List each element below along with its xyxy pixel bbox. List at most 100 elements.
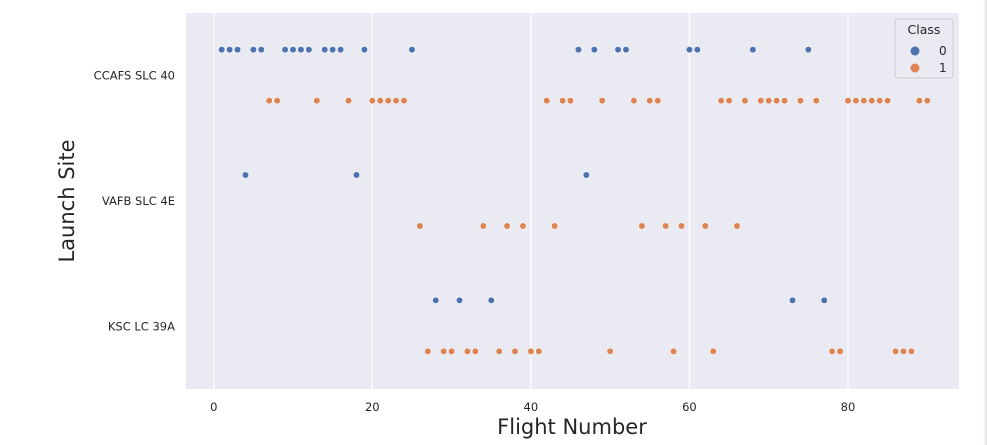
point-class-0-flight-75 xyxy=(804,46,812,54)
point-class-0-flight-9 xyxy=(281,46,289,54)
point-class-1-flight-29 xyxy=(440,347,448,355)
data-points xyxy=(218,46,931,355)
point-class-1-flight-44 xyxy=(559,97,567,105)
point-class-0-flight-19 xyxy=(360,46,368,54)
point-class-1-flight-30 xyxy=(448,347,456,355)
y-tick-label-3: KSC LC 39A xyxy=(108,319,175,333)
legend-label-class-0: 0 xyxy=(939,44,947,58)
point-class-0-flight-31 xyxy=(456,296,463,304)
point-class-0-flight-11 xyxy=(297,46,305,54)
point-class-1-flight-87 xyxy=(900,347,907,355)
point-class-1-flight-85 xyxy=(884,97,892,105)
point-class-1-flight-53 xyxy=(630,97,638,105)
point-class-0-flight-3 xyxy=(234,46,241,54)
point-class-0-flight-2 xyxy=(226,46,234,54)
point-class-1-flight-89 xyxy=(915,97,923,105)
point-class-1-flight-26 xyxy=(416,222,424,230)
point-class-1-flight-36 xyxy=(495,347,503,355)
point-class-0-flight-4 xyxy=(242,171,249,179)
point-class-1-flight-21 xyxy=(376,97,384,105)
point-class-1-flight-17 xyxy=(345,97,352,105)
x-tick-label-60: 60 xyxy=(682,400,697,414)
point-class-1-flight-24 xyxy=(400,97,408,105)
point-class-1-flight-41 xyxy=(535,347,543,355)
point-class-1-flight-62 xyxy=(701,222,709,230)
point-class-0-flight-61 xyxy=(693,46,701,54)
point-class-1-flight-57 xyxy=(662,222,670,230)
point-class-0-flight-77 xyxy=(820,296,828,304)
point-class-1-flight-8 xyxy=(273,97,281,105)
point-class-1-flight-72 xyxy=(781,97,789,105)
point-class-1-flight-82 xyxy=(860,97,868,105)
point-class-1-flight-64 xyxy=(717,97,725,105)
point-class-0-flight-35 xyxy=(487,296,495,304)
point-class-0-flight-60 xyxy=(685,46,693,54)
point-class-1-flight-65 xyxy=(725,97,733,105)
plot-background xyxy=(186,13,959,389)
window-edge-shadow xyxy=(983,0,987,445)
point-class-1-flight-81 xyxy=(852,97,860,105)
point-class-0-flight-14 xyxy=(321,46,329,54)
legend-marker-class-1 xyxy=(910,63,920,73)
point-class-0-flight-16 xyxy=(337,46,345,54)
point-class-1-flight-40 xyxy=(527,347,535,355)
point-class-1-flight-45 xyxy=(567,97,574,105)
x-tick-label-0: 0 xyxy=(210,400,217,414)
y-tick-labels: CCAFS SLC 40 VAFB SLC 4E KSC LC 39A xyxy=(94,69,175,334)
y-tick-label-1: CCAFS SLC 40 xyxy=(94,69,175,83)
legend-label-class-1: 1 xyxy=(939,61,947,75)
point-class-1-flight-55 xyxy=(646,97,654,105)
point-class-0-flight-52 xyxy=(622,46,630,54)
point-class-0-flight-48 xyxy=(590,46,598,54)
x-tick-label-40: 40 xyxy=(524,400,539,414)
point-class-0-flight-12 xyxy=(305,46,313,54)
point-class-1-flight-59 xyxy=(678,222,685,230)
point-class-0-flight-6 xyxy=(257,46,265,54)
x-tick-label-80: 80 xyxy=(841,400,856,414)
point-class-1-flight-58 xyxy=(670,347,678,355)
y-axis-label: Launch Site xyxy=(55,139,79,262)
point-class-1-flight-71 xyxy=(773,97,781,105)
point-class-1-flight-74 xyxy=(796,97,804,105)
point-class-1-flight-86 xyxy=(892,347,900,355)
point-class-0-flight-68 xyxy=(749,46,757,54)
point-class-1-flight-83 xyxy=(868,97,876,105)
point-class-1-flight-67 xyxy=(741,97,749,105)
point-class-1-flight-80 xyxy=(844,97,852,105)
point-class-1-flight-22 xyxy=(384,97,392,105)
point-class-1-flight-7 xyxy=(265,97,273,105)
point-class-1-flight-34 xyxy=(479,222,487,230)
legend-marker-class-0 xyxy=(910,46,920,56)
point-class-1-flight-33 xyxy=(471,347,479,355)
x-tick-labels: 0 20 40 60 80 xyxy=(210,400,855,414)
point-class-0-flight-51 xyxy=(614,46,622,54)
legend-title: Class xyxy=(908,22,941,37)
point-class-1-flight-49 xyxy=(598,97,606,105)
point-class-1-flight-13 xyxy=(313,97,321,105)
legend: Class 0 1 xyxy=(894,18,954,79)
point-class-0-flight-73 xyxy=(789,296,796,304)
point-class-0-flight-25 xyxy=(408,46,416,54)
point-class-1-flight-90 xyxy=(923,97,931,105)
point-class-1-flight-63 xyxy=(709,347,717,355)
point-class-1-flight-88 xyxy=(907,347,915,355)
point-class-1-flight-27 xyxy=(424,347,432,355)
point-class-1-flight-54 xyxy=(638,222,646,230)
point-class-1-flight-78 xyxy=(828,347,836,355)
point-class-0-flight-18 xyxy=(353,171,360,179)
point-class-1-flight-50 xyxy=(606,347,614,355)
point-class-0-flight-15 xyxy=(329,46,337,54)
point-class-1-flight-66 xyxy=(733,222,741,230)
point-class-1-flight-56 xyxy=(654,97,662,105)
point-class-1-flight-37 xyxy=(503,222,511,230)
point-class-1-flight-70 xyxy=(765,97,773,105)
point-class-1-flight-20 xyxy=(368,97,376,105)
y-tick-label-2: VAFB SLC 4E xyxy=(102,194,175,208)
point-class-1-flight-69 xyxy=(757,97,765,105)
x-axis-label: Flight Number xyxy=(497,415,647,439)
point-class-1-flight-23 xyxy=(392,97,400,105)
point-class-1-flight-39 xyxy=(519,222,527,230)
point-class-1-flight-43 xyxy=(551,222,559,230)
point-class-0-flight-28 xyxy=(432,296,440,304)
